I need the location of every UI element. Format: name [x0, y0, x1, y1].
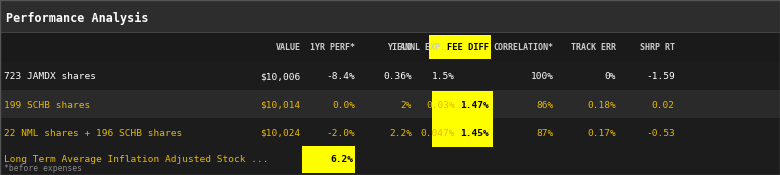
Text: 100%: 100%: [531, 72, 554, 82]
Text: $10,024: $10,024: [260, 128, 300, 138]
Text: ANNL EXP...: ANNL EXP...: [399, 43, 455, 52]
Text: TRACK ERR: TRACK ERR: [571, 43, 616, 52]
Text: 6.2%: 6.2%: [331, 155, 353, 164]
Text: 0%: 0%: [604, 72, 616, 82]
Text: 0.17%: 0.17%: [587, 128, 616, 138]
Text: -2.0%: -2.0%: [326, 128, 355, 138]
Text: SHRP RT: SHRP RT: [640, 43, 675, 52]
Text: 0.03%: 0.03%: [426, 100, 455, 110]
Bar: [0, 118, 780, 148]
Bar: [0, 90, 780, 120]
Text: 1YR PERF*: 1YR PERF*: [310, 43, 355, 52]
Text: FEE DIFF: FEE DIFF: [447, 43, 489, 52]
Text: 1.47%: 1.47%: [460, 100, 489, 110]
Text: 0.0%: 0.0%: [332, 100, 355, 110]
Bar: [302, 146, 355, 173]
Text: Performance Analysis: Performance Analysis: [6, 12, 149, 25]
Text: 0.18%: 0.18%: [587, 100, 616, 110]
Text: 723 JAMDX shares: 723 JAMDX shares: [4, 72, 96, 82]
Text: 22 NML shares + 196 SCHB shares: 22 NML shares + 196 SCHB shares: [4, 128, 183, 138]
Bar: [432, 119, 493, 147]
Text: $10,014: $10,014: [260, 100, 300, 110]
Text: -0.53: -0.53: [646, 128, 675, 138]
Text: -8.4%: -8.4%: [326, 72, 355, 82]
Text: VALUE: VALUE: [275, 43, 300, 52]
Bar: [432, 91, 493, 119]
Bar: [0, 0, 780, 32]
Text: 2%: 2%: [400, 100, 412, 110]
Text: YIELD: YIELD: [387, 43, 412, 52]
Text: $10,006: $10,006: [260, 72, 300, 82]
Text: 0.36%: 0.36%: [383, 72, 412, 82]
Text: Long Term Average Inflation Adjusted Stock ...: Long Term Average Inflation Adjusted Sto…: [4, 155, 268, 164]
Text: -1.59: -1.59: [646, 72, 675, 82]
Text: 86%: 86%: [537, 100, 554, 110]
Bar: [0, 144, 780, 175]
Text: 199 SCHB shares: 199 SCHB shares: [4, 100, 90, 110]
Bar: [0, 62, 780, 92]
Text: *before expenses: *before expenses: [4, 164, 82, 173]
Text: 87%: 87%: [537, 128, 554, 138]
Text: 0.02: 0.02: [652, 100, 675, 110]
Text: 1.5%: 1.5%: [432, 72, 455, 82]
Text: 0.047%: 0.047%: [420, 128, 455, 138]
Text: 1.45%: 1.45%: [460, 128, 489, 138]
Text: CORRELATION*: CORRELATION*: [494, 43, 554, 52]
Bar: [429, 35, 491, 59]
Text: 2.2%: 2.2%: [389, 128, 412, 138]
